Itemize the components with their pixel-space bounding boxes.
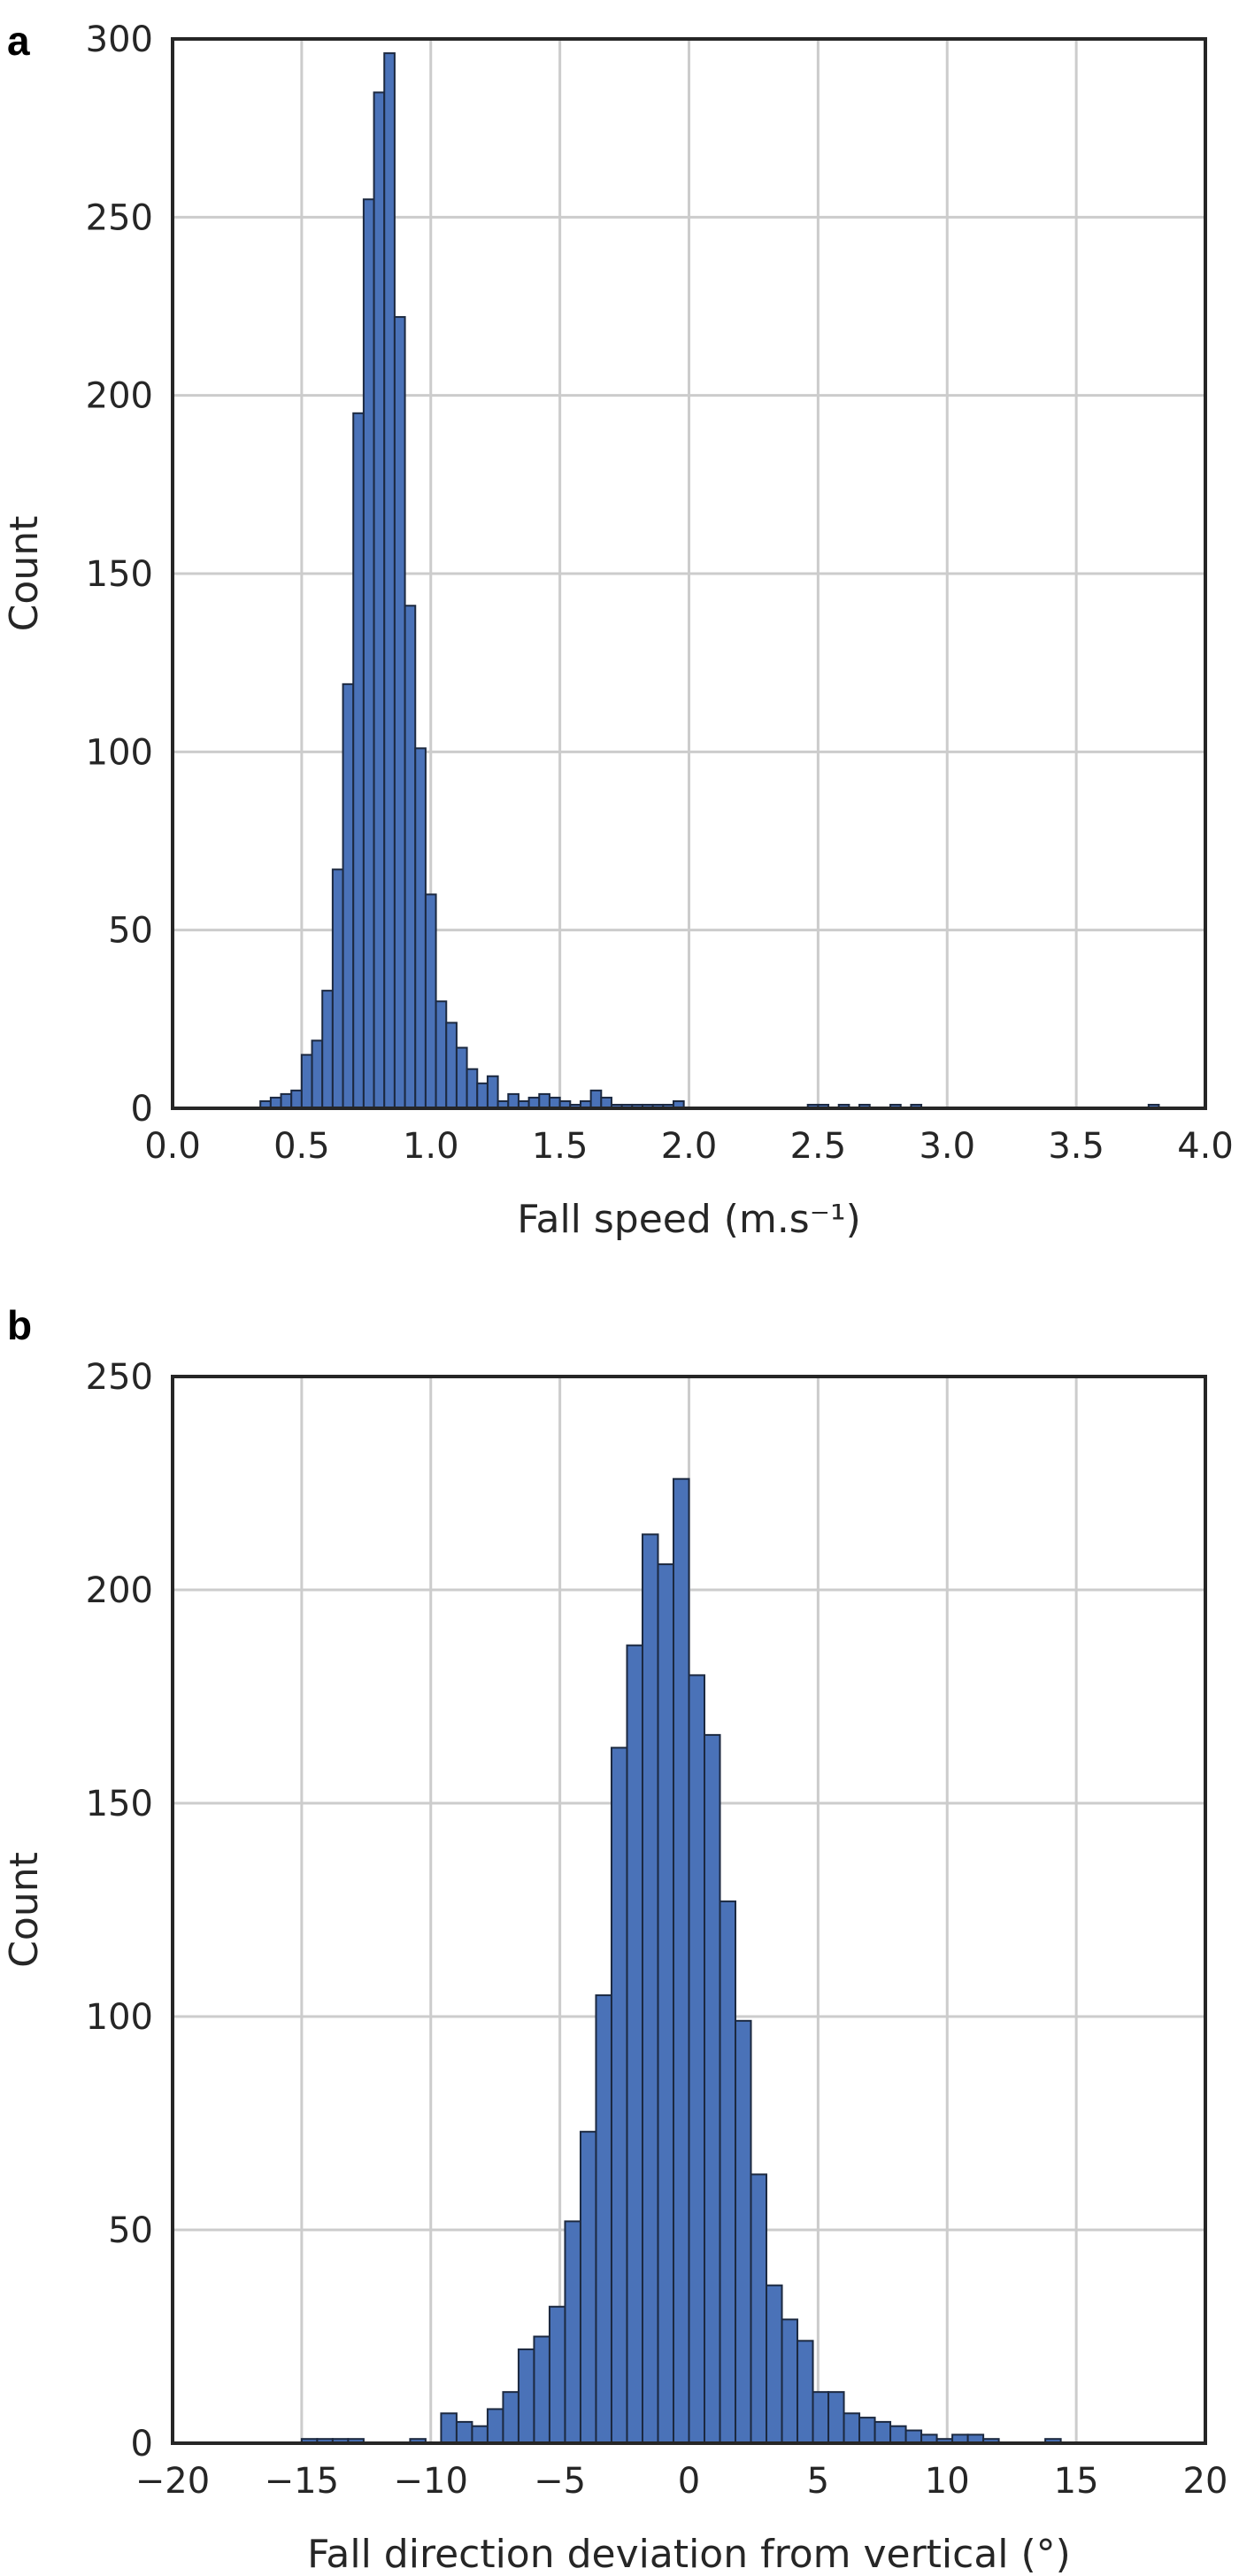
histogram-bar [435, 1000, 448, 1109]
x-tick-label: 0.5 [273, 1126, 330, 1167]
x-tick-label: 1.5 [532, 1126, 589, 1167]
x-tick-label: 4.0 [1177, 1126, 1234, 1167]
histogram-bar [873, 2420, 892, 2444]
plot-frame [171, 37, 1207, 1110]
histogram-bar [688, 1674, 706, 2444]
histogram-bar [843, 2412, 861, 2445]
x-tick-label: 5 [807, 2461, 829, 2502]
histogram-bar [595, 1994, 612, 2444]
histogram-bar [331, 868, 344, 1109]
histogram-bar [735, 2019, 752, 2445]
x-tick-label: 0.0 [144, 1126, 201, 1167]
y-tick-label: 100 [86, 732, 153, 773]
y-tick-label: 150 [86, 1784, 153, 1824]
histogram-bar [280, 1092, 293, 1109]
x-axis-label: Fall direction deviation from vertical (… [307, 2532, 1071, 2576]
y-tick-label: 250 [86, 197, 153, 238]
y-tick-label: 50 [108, 911, 153, 952]
histogram-bar [507, 1092, 519, 1109]
x-tick-label: 1.0 [403, 1126, 459, 1167]
x-tick-label: 0 [678, 2461, 700, 2502]
histogram-bar [889, 2425, 907, 2444]
x-tick-label: −15 [265, 2461, 339, 2502]
histogram-bar [858, 2417, 876, 2445]
histogram-bar [750, 2173, 768, 2445]
histogram-bar [373, 91, 386, 1109]
panel-letter: b [7, 1302, 32, 1348]
y-axis-label: Count [2, 516, 47, 632]
panel-letter: a [7, 18, 30, 64]
y-tick-label: 100 [86, 1997, 153, 2038]
x-tick-label: 10 [925, 2461, 970, 2502]
x-axis-label: Fall speed (m.s⁻¹) [517, 1197, 861, 1242]
x-tick-label: −20 [135, 2461, 210, 2502]
histogram-bar [455, 2420, 473, 2444]
plot-frame [171, 1375, 1207, 2445]
x-tick-label: 3.5 [1048, 1126, 1104, 1167]
y-tick-label: 0 [131, 1089, 153, 1130]
y-tick-label: 300 [86, 19, 153, 60]
histogram-bar [719, 1900, 737, 2445]
histogram-bar [440, 2412, 458, 2445]
histogram-bar [393, 316, 406, 1109]
histogram-bar [414, 747, 427, 1109]
x-tick-label: 3.0 [919, 1126, 975, 1167]
y-axis-label: Count [2, 1852, 47, 1968]
histogram-bar [538, 1092, 550, 1109]
histogram-bar [466, 1068, 479, 1109]
histogram-bar [362, 198, 375, 1110]
histogram-bar [476, 1082, 489, 1110]
histogram-bar [904, 2429, 923, 2445]
histogram-bar [781, 2318, 799, 2444]
x-tick-label: 2.0 [661, 1126, 718, 1167]
histogram-bar [455, 1046, 468, 1109]
histogram-bar [404, 605, 417, 1109]
histogram-bar [486, 2408, 504, 2444]
x-tick-label: −10 [394, 2461, 468, 2502]
histogram-bar [290, 1089, 303, 1110]
histogram-bar [796, 2340, 814, 2445]
x-tick-label: −5 [534, 2461, 586, 2502]
histogram-bar [672, 1477, 690, 2444]
histogram-bar [610, 1747, 628, 2444]
histogram-bar [704, 1733, 721, 2444]
histogram-bar [517, 2348, 535, 2444]
histogram-bar [766, 2284, 783, 2444]
histogram-bar [352, 412, 365, 1109]
histogram-bar [342, 683, 355, 1109]
histogram-bar [502, 2391, 519, 2444]
x-tick-label: 2.5 [790, 1126, 847, 1167]
histogram-bar [311, 1039, 324, 1109]
histogram-bar [486, 1075, 499, 1110]
histogram-bar [564, 2220, 581, 2445]
histogram-bar [579, 2131, 597, 2444]
y-tick-label: 0 [131, 2424, 153, 2464]
histogram-bar [424, 893, 437, 1110]
histogram-bar [626, 1644, 643, 2445]
y-tick-label: 250 [86, 1357, 153, 1398]
histogram-bar [641, 1533, 659, 2444]
y-tick-label: 50 [108, 2210, 153, 2251]
y-tick-label: 200 [86, 1570, 153, 1611]
histogram-bar [827, 2391, 845, 2444]
histogram-bar [533, 2335, 550, 2444]
histogram-bar [589, 1089, 603, 1110]
x-tick-label: 15 [1054, 2461, 1099, 2502]
histogram-bar [383, 52, 396, 1109]
histogram-bar [657, 1563, 674, 2444]
panel-a: 0.0 0.5 1.0 1.5 2.0 2.5 3.0 3.5 4.0 0 50 100 150 200 2… [2, 18, 1234, 1242]
histogram-bar [812, 2391, 830, 2444]
histogram-bar [321, 990, 334, 1109]
histogram-bar [445, 1022, 458, 1109]
histogram-bar [300, 1053, 313, 1109]
histogram-bar [471, 2425, 489, 2444]
histogram-bar [548, 2305, 566, 2445]
y-tick-label: 150 [86, 554, 153, 595]
x-tick-label: 20 [1183, 2461, 1228, 2502]
y-tick-label: 200 [86, 376, 153, 417]
